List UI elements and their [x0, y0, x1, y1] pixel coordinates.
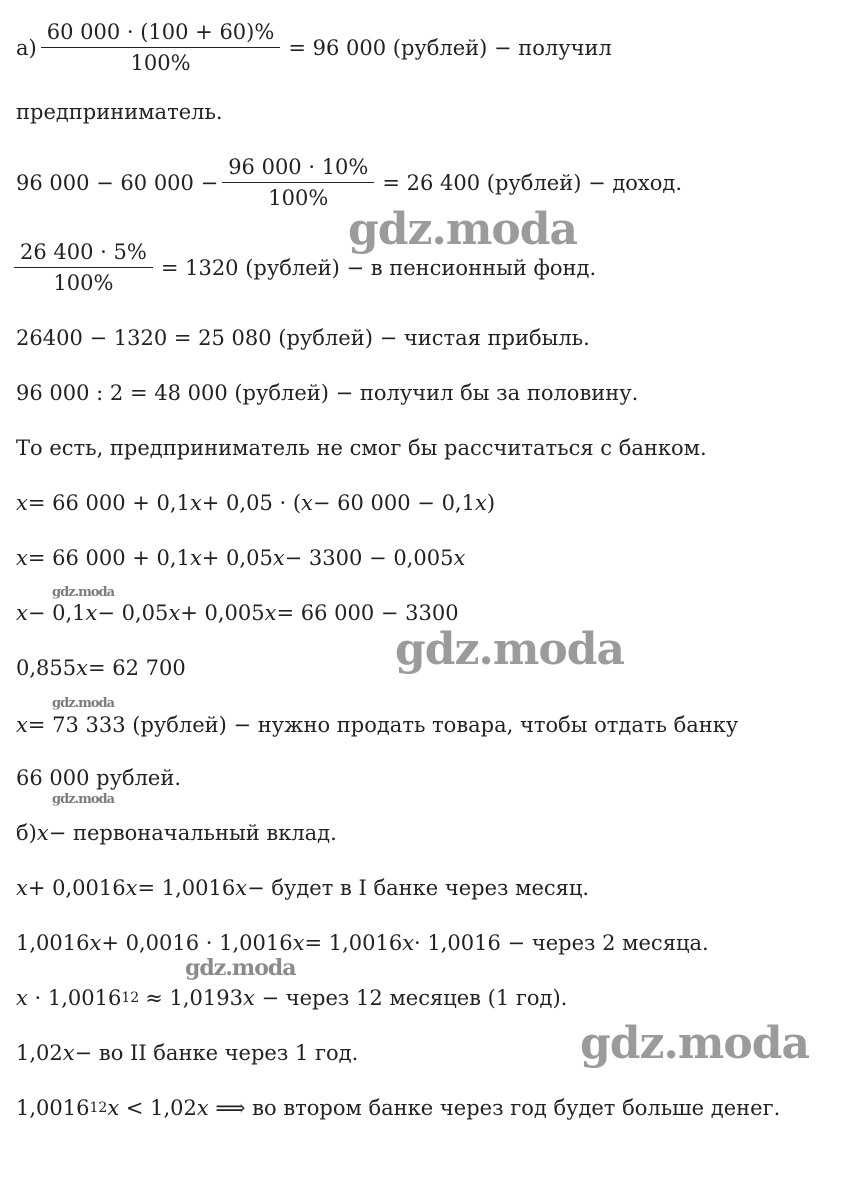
item-label: а): [16, 35, 37, 60]
variable-x: x: [474, 491, 487, 515]
equation-line: 1,02 x − во II банке через 1 год.: [16, 1041, 359, 1065]
variable-x: x: [235, 876, 248, 900]
variable-x: x: [402, 931, 415, 955]
variable-x: x: [189, 491, 202, 515]
equation-line: 0,855 x = 62 700: [16, 656, 186, 680]
variable-x: x: [292, 931, 305, 955]
watermark: gdz.moda: [52, 585, 115, 600]
variable-x: x: [62, 1041, 75, 1065]
watermark: gdz.moda: [185, 955, 297, 981]
line-pension-fraction: 26 400 · 5% 100% = 1320 (рублей) − в пенс…: [14, 240, 596, 295]
watermark: gdz.moda: [395, 624, 625, 675]
variable-x: x: [89, 931, 102, 955]
variable-x: x: [189, 546, 202, 570]
variable-x: x: [301, 491, 313, 515]
variable-x: x: [125, 876, 138, 900]
line-a-fraction: а) 60 000 · (100 + 60)% 100% = 96 000 (ру…: [16, 20, 612, 75]
equation-line: x = 66 000 + 0,1 x + 0,05 · (x − 60 000 −…: [16, 491, 496, 515]
variable-x: x: [36, 821, 49, 845]
variable-x: x: [16, 986, 28, 1010]
equation-line: x − 0,1 x − 0,05 x + 0,005 x = 66 000 − 330…: [16, 601, 459, 625]
variable-x: x: [272, 546, 285, 570]
text-line: То есть, предприниматель не смог бы расс…: [16, 436, 707, 460]
variable-x: x: [16, 713, 28, 737]
equation-line: 1,0016 x + 0,0016 · 1,0016 x = 1,0016 x · 1…: [16, 931, 709, 955]
fraction: 96 000 · 10% 100%: [222, 155, 375, 210]
watermark: gdz.moda: [52, 792, 115, 807]
text-line: 26400 − 1320 = 25 080 (рублей) − чистая …: [16, 326, 590, 350]
equation-line: x = 73 333 (рублей) − нужно продать това…: [16, 713, 739, 737]
variable-x: x: [85, 601, 98, 625]
watermark: gdz.moda: [348, 204, 578, 255]
variable-x: x: [453, 546, 466, 570]
variable-x: x: [16, 601, 28, 625]
text-line: б) x − первоначальный вклад.: [16, 821, 337, 845]
variable-x: x: [264, 601, 277, 625]
watermark: gdz.moda: [580, 1018, 810, 1069]
variable-x: x: [16, 876, 28, 900]
text-line: предприниматель.: [16, 100, 223, 124]
variable-x: x: [16, 491, 28, 515]
variable-x: x: [168, 601, 181, 625]
conclusion-line: 1,0016 12 x < 1,02x ⟹ во втором банке чере…: [16, 1096, 781, 1120]
fraction: 60 000 · (100 + 60)% 100%: [40, 20, 281, 75]
equation-line: x + 0,0016 x = 1,0016 x − будет в I банке …: [16, 876, 590, 900]
watermark: gdz.moda: [52, 696, 115, 711]
variable-x: x: [196, 1096, 209, 1120]
equation-line-power: x · 1,0016 12 ≈ 1,0193x − через 12 месяцев…: [16, 986, 568, 1010]
text-line: 96 000 : 2 = 48 000 (рублей) − получил б…: [16, 381, 639, 405]
equation-line: x = 66 000 + 0,1 x + 0,05 x − 3300 − 0,005…: [16, 546, 466, 570]
variable-x: x: [16, 546, 28, 570]
text-line: 66 000 рублей.: [16, 766, 182, 790]
variable-x: x: [242, 986, 255, 1010]
variable-x: x: [107, 1096, 120, 1120]
line-income-fraction: 96 000 − 60 000 − 96 000 · 10% 100% = 26 …: [16, 155, 683, 210]
variable-x: x: [76, 656, 88, 680]
fraction: 26 400 · 5% 100%: [14, 240, 153, 295]
